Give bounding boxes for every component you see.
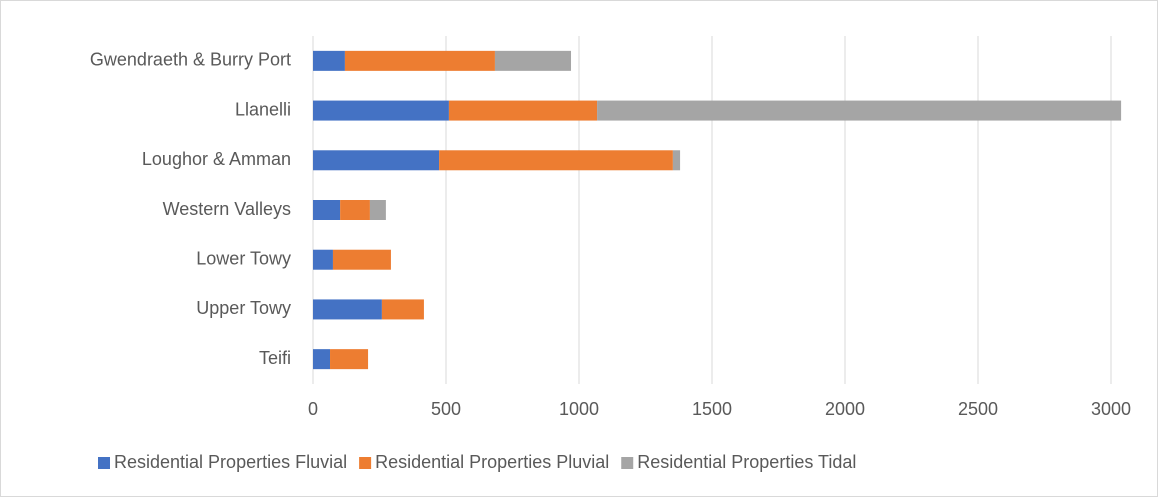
x-tick-label: 3000 [1091, 399, 1131, 419]
x-tick-label: 2500 [958, 399, 998, 419]
legend-swatch [98, 457, 110, 469]
legend-label: Residential Properties Pluvial [375, 452, 609, 472]
bar-segment [439, 150, 673, 171]
bar-segment [332, 249, 391, 270]
bar-segment [448, 100, 598, 121]
x-tick-label: 0 [308, 399, 318, 419]
bar-segment [313, 249, 333, 270]
legend-label: Residential Properties Fluvial [114, 452, 347, 472]
y-tick-label: Lower Towy [196, 248, 291, 268]
y-tick-label: Upper Towy [196, 298, 291, 318]
y-tick-label: Gwendraeth & Burry Port [90, 50, 291, 70]
bar-segment [369, 200, 386, 220]
y-tick-label: Loughor & Amman [142, 149, 291, 169]
x-tick-label: 2000 [825, 399, 865, 419]
bar-segment [313, 299, 382, 320]
y-tick-label: Llanelli [235, 99, 291, 119]
bar-segment [340, 200, 370, 220]
bar-segment [381, 299, 424, 320]
legend-swatch [359, 457, 372, 469]
x-tick-label: 1500 [692, 399, 732, 419]
bar-segment [330, 349, 369, 370]
bar-segment [313, 50, 345, 71]
bar-segment [672, 150, 681, 171]
bar-segment [597, 100, 1122, 121]
bar-segment [344, 50, 495, 71]
x-tick-label: 1000 [559, 399, 599, 419]
x-tick-label: 500 [431, 399, 461, 419]
y-tick-label: Teifi [259, 348, 291, 368]
legend-label: Residential Properties Tidal [637, 452, 856, 472]
bar-segment [313, 349, 331, 370]
bar-segment [494, 50, 572, 71]
bar-segment [313, 150, 440, 171]
bar-segment [313, 100, 449, 121]
legend-swatch [621, 457, 634, 469]
y-tick-label: Western Valleys [163, 199, 291, 219]
bar-segment [313, 200, 341, 220]
